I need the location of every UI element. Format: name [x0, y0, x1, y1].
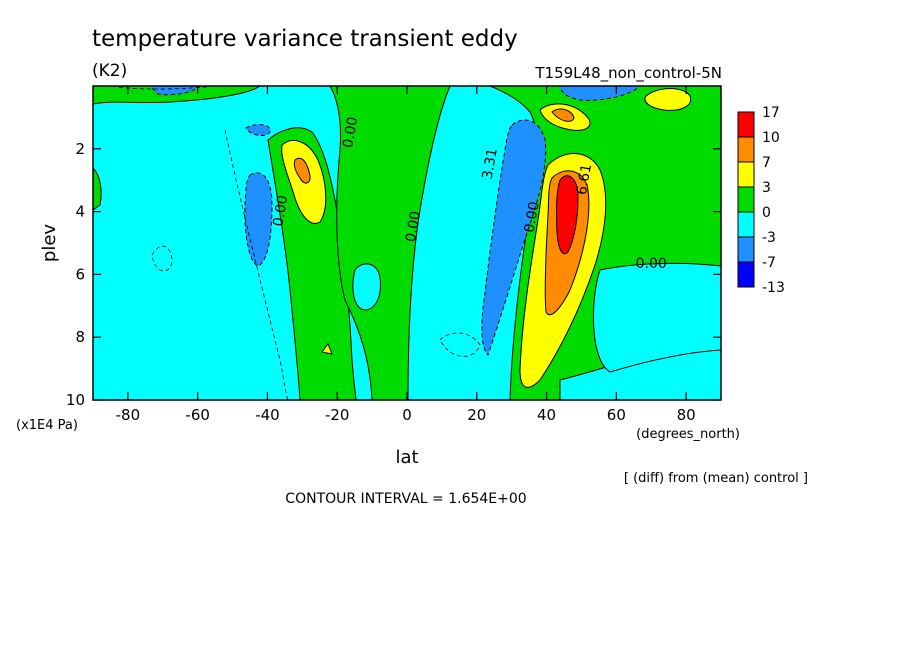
field-yellow-top-right — [644, 88, 692, 111]
contour-label: 0.00 — [270, 194, 291, 227]
legend-level: 10 — [762, 130, 780, 146]
x-tick-label: -20 — [325, 406, 350, 424]
field-orange-top — [551, 108, 575, 122]
contour-label: 6.61 — [574, 163, 595, 196]
contour-interval: CONTOUR INTERVAL = 1.654E+00 — [285, 491, 526, 507]
field-orange-sh — [293, 157, 311, 184]
legend-level: 7 — [762, 155, 771, 171]
units-label: (K2) — [92, 61, 127, 81]
field-green-center — [329, 86, 451, 400]
x-axis-label: lat — [395, 447, 418, 468]
contour-label: 0.00 — [636, 256, 667, 272]
y-tick-label: 6 — [75, 265, 85, 283]
contour-label: 0.00 — [340, 116, 361, 149]
x-tick-label: -80 — [116, 406, 141, 424]
y-axis-label: plev — [39, 224, 60, 263]
y-tick-label: 2 — [75, 140, 85, 158]
field-green-west — [93, 86, 261, 105]
contour-label: 3.31 — [480, 147, 501, 180]
plot-area — [93, 86, 721, 400]
field-blue-sh — [244, 172, 273, 267]
field-cyan-nh-mid — [593, 262, 721, 373]
y-axis: 2 4 6 8 10 — [66, 140, 721, 409]
field-blue-top — [559, 86, 641, 101]
x-tick-label: 0 — [402, 406, 412, 424]
x-tick-label: 20 — [467, 406, 486, 424]
legend-swatch — [737, 161, 755, 188]
x-tick-label: 40 — [537, 406, 556, 424]
color-legend: 17 10 7 3 0 -3 -7 -13 — [737, 105, 785, 296]
contour-label: 0.00 — [403, 210, 424, 243]
y-axis-units: (x1E4 Pa) — [16, 418, 78, 433]
y-tick-label: 8 — [75, 328, 85, 346]
field-cyan-center-hole — [352, 263, 381, 311]
legend-swatch — [737, 261, 755, 288]
contour-label: 0.00 — [522, 200, 543, 233]
field-green-edge — [93, 167, 102, 211]
x-tick-label: 80 — [677, 406, 696, 424]
field-blue-sh-top — [245, 124, 271, 136]
field-blue-nh — [481, 119, 547, 356]
x-tick-label: -40 — [255, 406, 280, 424]
legend-swatch — [737, 211, 755, 238]
x-axis-units: (degrees_north) — [636, 427, 740, 442]
legend-swatch — [737, 186, 755, 213]
legend-swatch — [737, 136, 755, 163]
run-label: T159L48_non_control-5N — [534, 64, 722, 83]
legend-level: -7 — [762, 255, 776, 271]
contour-dashed-1 — [224, 129, 289, 400]
field-green-sh-band — [267, 127, 357, 400]
field-red-nh — [555, 175, 579, 255]
legend-level: 0 — [762, 205, 771, 221]
legend-swatch — [737, 111, 755, 138]
footnote: [ (diff) from (mean) control ] — [624, 471, 808, 486]
x-tick-label: 60 — [607, 406, 626, 424]
y-tick-label: 10 — [66, 391, 85, 409]
contour-dashed-3 — [439, 332, 481, 357]
legend-level: 17 — [762, 105, 780, 121]
legend-swatch — [737, 236, 755, 263]
contour-labels: 0.00 0.00 0.00 3.31 0.00 6.61 0.00 — [270, 116, 666, 272]
field-yellow-dot — [321, 342, 333, 355]
chart-title: temperature variance transient eddy — [92, 26, 518, 52]
legend-level: -13 — [762, 280, 785, 296]
x-axis: -80 -60 -40 -20 0 20 40 60 80 — [116, 86, 696, 424]
x-tick-label: -60 — [185, 406, 210, 424]
contour-dashed-4 — [111, 86, 216, 90]
legend-level: -3 — [762, 230, 776, 246]
legend-level: 3 — [762, 180, 771, 196]
y-tick-label: 4 — [75, 203, 85, 221]
